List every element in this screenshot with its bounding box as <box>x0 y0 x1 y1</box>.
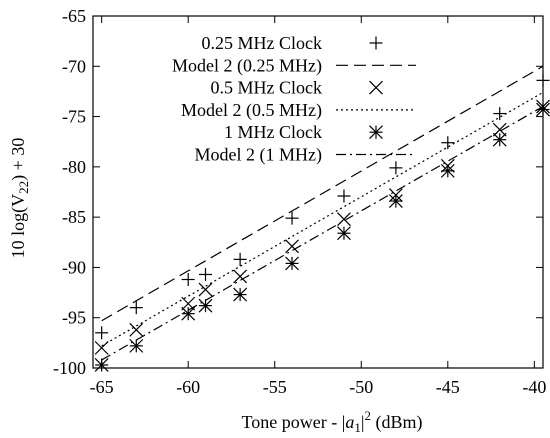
model-line-3 <box>101 91 544 347</box>
y-tick-label: -100 <box>53 358 86 378</box>
y-tick-label: -70 <box>62 56 86 76</box>
data-point <box>198 282 213 297</box>
data-point <box>129 301 143 315</box>
axis-ticks: -65 -60 -55 -50 -45 -40 -100 -95 -90 -85 -80 -75 -70… <box>53 6 546 397</box>
x-tick-label: -50 <box>349 377 373 397</box>
legend-entry: 0.5 MHz Clock <box>211 78 383 98</box>
axis-labels: Tone power - |a1|2 (dBm) 10 log(V22) + 30 <box>8 138 422 435</box>
data-point <box>536 102 550 117</box>
x-tick-label: -60 <box>176 377 200 397</box>
y-tick-label: -85 <box>62 207 86 227</box>
legend-entry: Model 2 (1 MHz) <box>195 145 416 166</box>
model-line-5 <box>101 105 544 361</box>
data-point <box>95 326 109 340</box>
data-point <box>493 107 507 121</box>
x-tick-label: -45 <box>436 377 460 397</box>
y-tick-label: -95 <box>62 308 86 328</box>
x-axis-label: Tone power - |a1|2 (dBm) <box>242 408 423 435</box>
data-point <box>388 194 403 208</box>
legend-label: Model 2 (0.25 MHz) <box>172 55 322 76</box>
legend-label: 1 MHz Clock <box>224 122 322 142</box>
data-point <box>233 287 248 302</box>
legend-marker-sample <box>369 36 383 50</box>
x-tick-label: -55 <box>263 377 287 397</box>
y-tick-label: -80 <box>62 157 86 177</box>
y-tick-label: -90 <box>62 257 86 277</box>
legend-marker-sample <box>369 80 383 95</box>
data-point <box>181 306 196 321</box>
data-point <box>536 73 550 87</box>
data-point <box>389 161 403 175</box>
data-point <box>129 338 144 353</box>
data-point <box>233 252 247 266</box>
legend-entry: Model 2 (0.25 MHz) <box>172 55 416 76</box>
legend-entry: Model 2 (0.5 MHz) <box>181 100 416 121</box>
x-tick-label: -65 <box>90 377 114 397</box>
data-point <box>441 136 455 150</box>
legend-entry: 1 MHz Clock <box>224 122 383 142</box>
legend-label: 0.25 MHz Clock <box>202 33 323 53</box>
data-point <box>492 132 507 147</box>
data-point <box>233 269 248 284</box>
legend-label: 0.5 MHz Clock <box>211 78 323 98</box>
data-point <box>285 211 299 225</box>
data-point <box>337 189 351 203</box>
data-point <box>129 322 144 337</box>
y-tick-label: -75 <box>62 107 86 127</box>
data-point <box>181 272 195 286</box>
data-point <box>492 122 507 137</box>
data-point <box>285 239 299 254</box>
data-point <box>199 267 212 281</box>
y-tick-label: -65 <box>62 6 86 26</box>
plot-frame <box>92 15 544 369</box>
x-tick-label: -40 <box>522 377 546 397</box>
data-point <box>337 226 351 241</box>
plot-area <box>92 15 544 369</box>
y-axis-label: 10 log(V22) + 30 <box>8 138 31 259</box>
data-point <box>440 163 455 178</box>
legend-marker-sample <box>369 125 383 140</box>
data-point <box>285 256 299 271</box>
legend-label: Model 2 (1 MHz) <box>195 145 322 166</box>
data-point <box>94 340 109 355</box>
legend-label: Model 2 (0.5 MHz) <box>181 100 322 121</box>
data-point <box>198 298 213 313</box>
model-line-1 <box>101 65 544 322</box>
legend-entry: 0.25 MHz Clock <box>202 33 383 53</box>
data-marks <box>94 65 550 372</box>
